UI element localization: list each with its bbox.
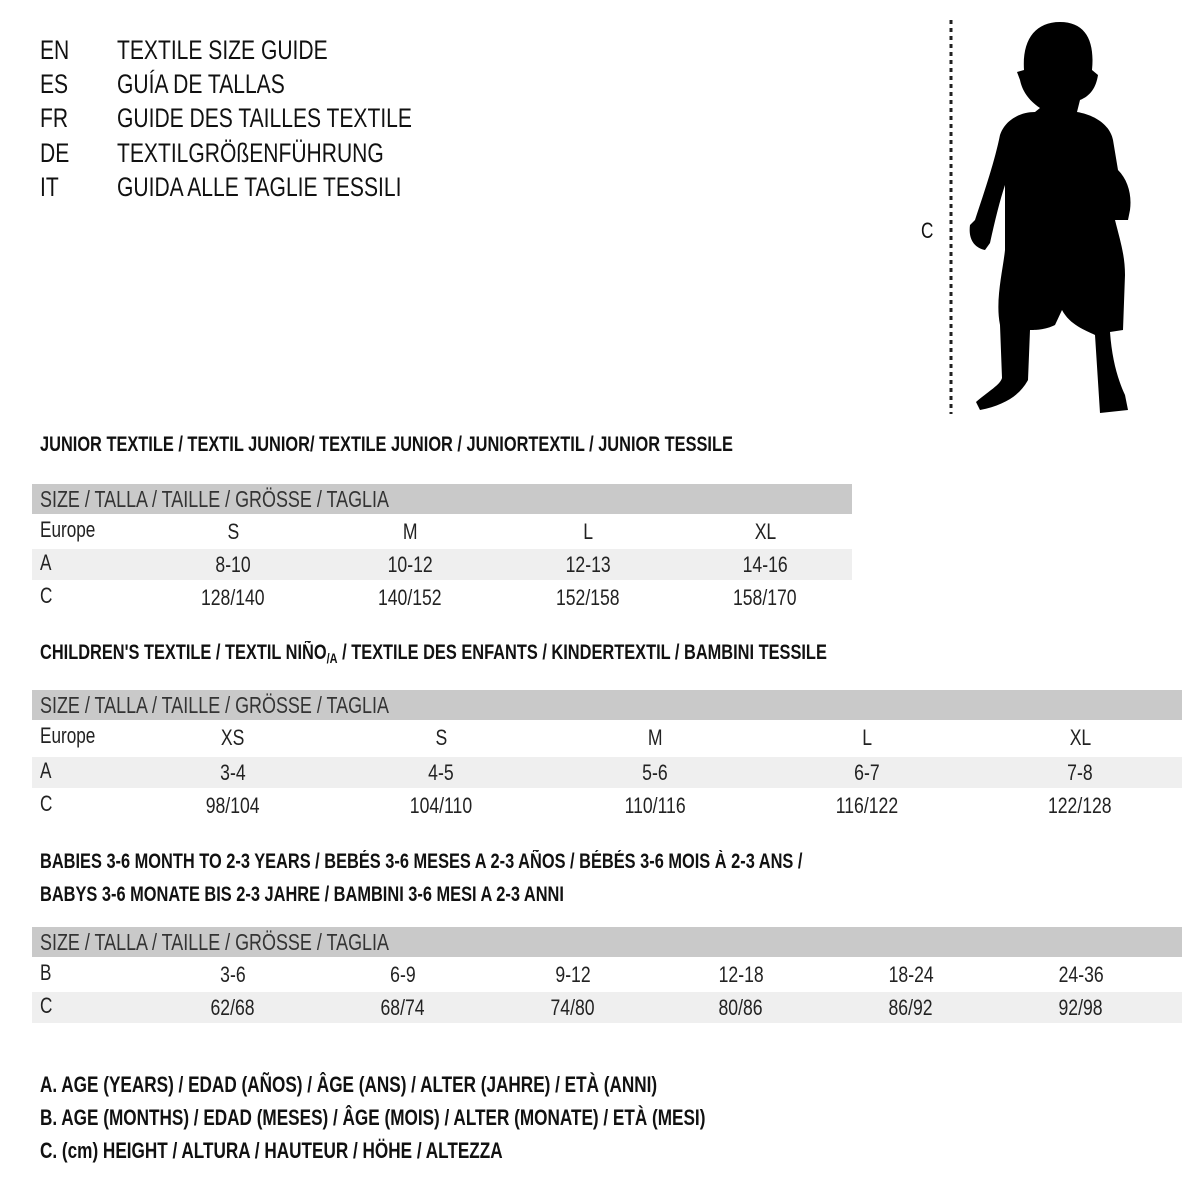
- lang-title: GUIDA ALLE TAGLIE TESSILI: [117, 172, 402, 202]
- table-cell: 3-4: [220, 760, 246, 785]
- table-cell: 74/80: [550, 995, 596, 1020]
- table-cell: 158/170: [733, 585, 797, 610]
- table-cell: 18-24: [888, 962, 934, 987]
- table-cell: 5-6: [642, 760, 668, 785]
- table-cell: 92/98: [1058, 995, 1104, 1020]
- table-cell: XS: [221, 725, 245, 750]
- table-row: A 3-4 4-5 5-6 6-7 7-8: [32, 757, 1182, 788]
- row-label: Europe: [40, 723, 96, 748]
- table-cell: 24-36: [1058, 962, 1104, 987]
- table-row: C 128/140 140/152 152/158 158/170: [32, 582, 852, 613]
- table-cell: 9-12: [555, 962, 591, 987]
- row-label: A: [40, 550, 52, 575]
- table-cell: 110/116: [624, 793, 686, 818]
- table-cell: 3-6: [220, 962, 246, 987]
- legend-b: B. AGE (MONTHS) / EDAD (MESES) / ÂGE (MO…: [40, 1105, 706, 1130]
- table-cell: S: [227, 519, 239, 544]
- babies-heading-line1: BABIES 3-6 MONTH TO 2-3 YEARS / BEBÉS 3-…: [40, 850, 803, 873]
- lang-code: ES: [40, 69, 69, 99]
- table-cell: 7-8: [1067, 760, 1093, 785]
- table-cell: XL: [1069, 725, 1091, 750]
- size-header-bar: SIZE / TALLA / TAILLE / GRÖSSE / TAGLIA: [32, 927, 1182, 957]
- row-label: C: [40, 583, 53, 608]
- size-header: SIZE / TALLA / TAILLE / GRÖSSE / TAGLIA: [40, 929, 389, 955]
- table-cell: 122/128: [1048, 793, 1112, 818]
- height-label: C: [921, 218, 934, 243]
- table-cell: 98/104: [206, 793, 260, 818]
- table-row: B 3-6 6-9 9-12 12-18 18-24 24-36: [32, 959, 1182, 990]
- table-cell: 80/86: [718, 995, 764, 1020]
- table-cell: XL: [754, 519, 776, 544]
- table-cell: 140/152: [378, 585, 442, 610]
- children-size-table: SIZE / TALLA / TAILLE / GRÖSSE / TAGLIA …: [32, 690, 1182, 820]
- size-header: SIZE / TALLA / TAILLE / GRÖSSE / TAGLIA: [40, 486, 389, 512]
- lang-title: TEXTILE SIZE GUIDE: [117, 35, 328, 65]
- babies-size-table: SIZE / TALLA / TAILLE / GRÖSSE / TAGLIA …: [32, 927, 1182, 1027]
- table-cell: 6-7: [854, 760, 880, 785]
- table-cell: 8-10: [215, 552, 251, 577]
- table-cell: 12-13: [565, 552, 611, 577]
- table-cell: M: [647, 725, 663, 750]
- row-label: C: [40, 993, 53, 1018]
- table-cell: 128/140: [201, 585, 265, 610]
- children-heading: CHILDREN'S TEXTILE / TEXTIL NIÑO/A / TEX…: [40, 641, 827, 666]
- table-row: C 62/68 68/74 74/80 80/86 86/92 92/98: [32, 992, 1182, 1023]
- table-cell: S: [435, 725, 447, 750]
- table-cell: L: [862, 725, 872, 750]
- lang-code: IT: [40, 172, 59, 202]
- table-row: A 8-10 10-12 12-13 14-16: [32, 549, 852, 580]
- table-cell: 86/92: [888, 995, 934, 1020]
- table-row: C 98/104 104/110 110/116 116/122 122/128: [32, 790, 1182, 821]
- table-cell: 4-5: [428, 760, 454, 785]
- junior-heading: JUNIOR TEXTILE / TEXTIL JUNIOR/ TEXTILE …: [40, 433, 733, 456]
- table-cell: M: [402, 519, 418, 544]
- row-label: B: [40, 960, 52, 985]
- lang-title: GUÍA DE TALLAS: [117, 69, 285, 99]
- size-header-bar: SIZE / TALLA / TAILLE / GRÖSSE / TAGLIA: [32, 690, 1182, 720]
- lang-title: TEXTILGRÖßENFÜHRUNG: [117, 138, 384, 168]
- table-cell: 10-12: [387, 552, 433, 577]
- table-cell: 12-18: [718, 962, 764, 987]
- legend-c: C. (cm) HEIGHT / ALTURA / HAUTEUR / HÖHE…: [40, 1138, 503, 1163]
- lang-code: DE: [40, 138, 70, 168]
- row-label: C: [40, 791, 53, 816]
- row-label: Europe: [40, 517, 96, 542]
- table-cell: 62/68: [210, 995, 256, 1020]
- size-header-bar: SIZE / TALLA / TAILLE / GRÖSSE / TAGLIA: [32, 484, 852, 514]
- size-header: SIZE / TALLA / TAILLE / GRÖSSE / TAGLIA: [40, 692, 389, 718]
- table-cell: 152/158: [556, 585, 620, 610]
- lang-code: FR: [40, 103, 69, 133]
- table-row: Europe S M L XL: [32, 516, 852, 547]
- babies-heading-line2: BABYS 3-6 MONATE BIS 2-3 JAHRE / BAMBINI…: [40, 883, 564, 906]
- table-cell: L: [583, 519, 593, 544]
- table-row: Europe XS S M L XL: [32, 722, 1182, 753]
- child-silhouette-icon: [949, 20, 1131, 414]
- legend-a: A. AGE (YEARS) / EDAD (AÑOS) / ÂGE (ANS)…: [40, 1072, 658, 1097]
- table-cell: 116/122: [835, 793, 899, 818]
- lang-code: EN: [40, 35, 70, 65]
- table-cell: 6-9: [390, 962, 416, 987]
- row-label: A: [40, 758, 52, 783]
- junior-size-table: SIZE / TALLA / TAILLE / GRÖSSE / TAGLIA …: [32, 484, 852, 614]
- table-cell: 104/110: [409, 793, 473, 818]
- table-cell: 68/74: [380, 995, 426, 1020]
- table-cell: 14-16: [742, 552, 788, 577]
- lang-title: GUIDE DES TAILLES TEXTILE: [117, 103, 412, 133]
